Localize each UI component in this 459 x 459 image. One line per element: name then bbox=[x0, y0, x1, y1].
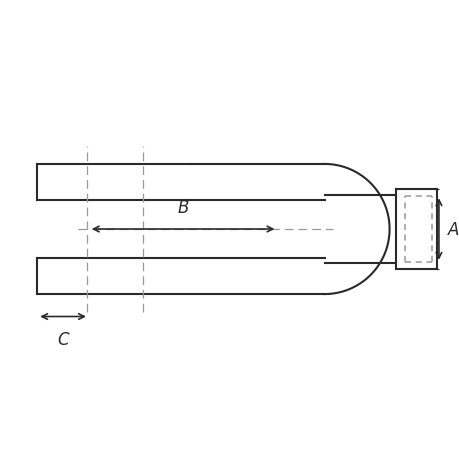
Text: B: B bbox=[177, 198, 188, 216]
Text: C: C bbox=[57, 330, 69, 348]
Text: A: A bbox=[447, 220, 458, 239]
